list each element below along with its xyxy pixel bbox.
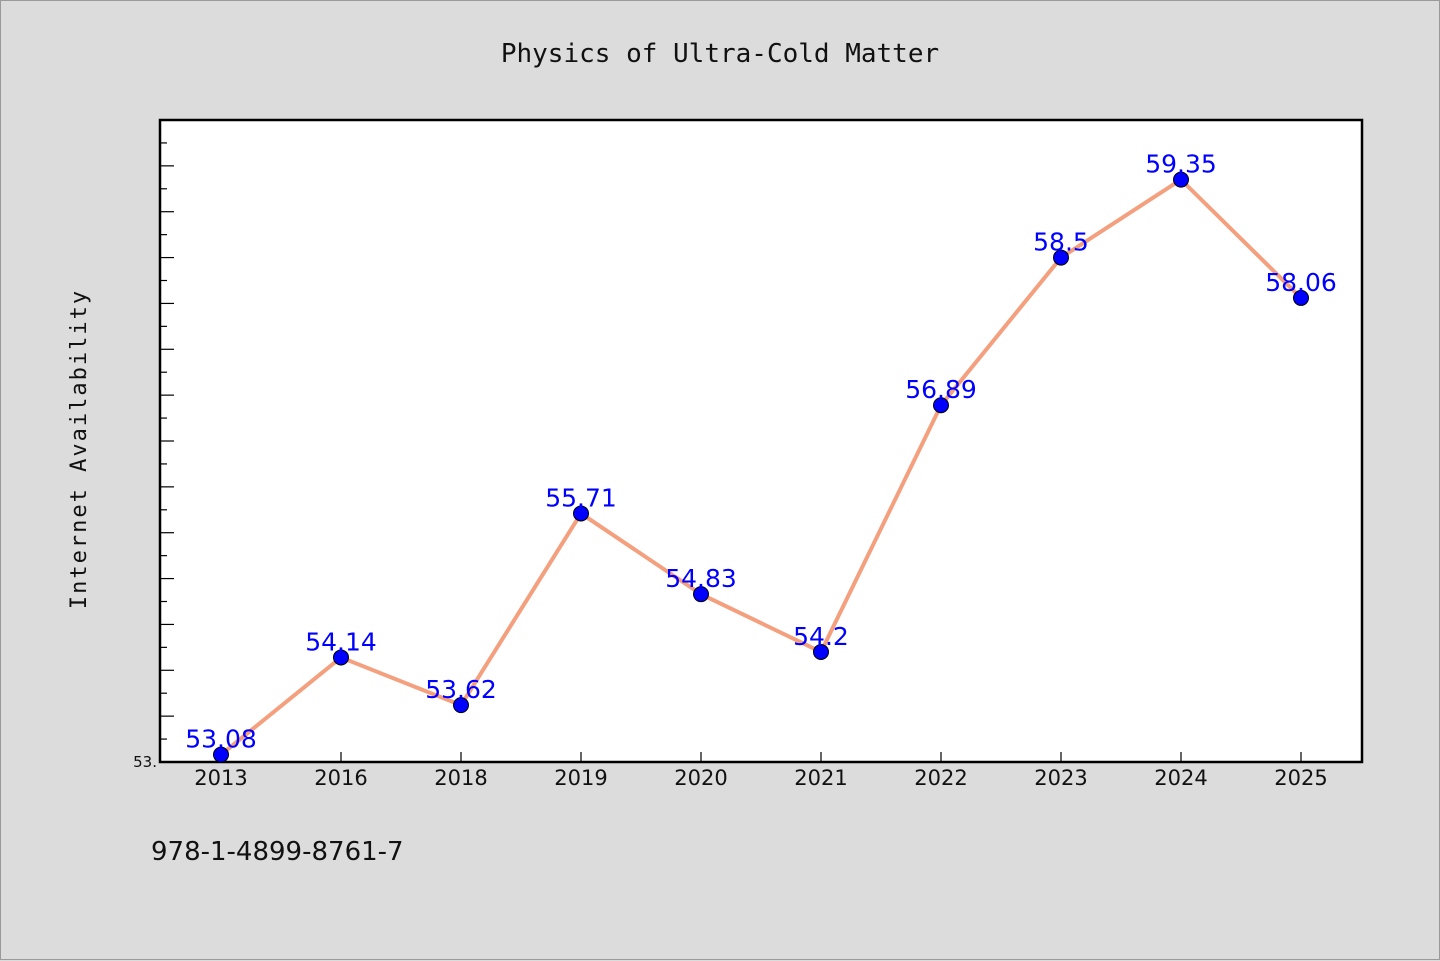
x-tick-label: 2013: [194, 766, 247, 790]
x-tick-label: 2016: [314, 766, 367, 790]
y-axis-ticks: [160, 119, 174, 763]
data-label: 59.35: [1145, 150, 1217, 179]
x-tick-label: 2021: [794, 766, 847, 790]
data-point: [453, 697, 469, 714]
data-label: 56.89: [905, 375, 977, 404]
plot-area: [158, 118, 1364, 764]
x-tick-label: 2024: [1154, 766, 1207, 790]
series-line: [219, 177, 1303, 757]
x-tick-label: 2022: [914, 766, 967, 790]
x-tick-label: 2025: [1274, 766, 1327, 790]
data-point: [693, 586, 709, 603]
isbn-text: 978-1-4899-8761-7: [151, 837, 404, 867]
x-axis-labels: 2013 2016 2018 2019 2020 2021 2022 2023 2024 2025: [194, 766, 1327, 790]
data-point: [573, 505, 589, 522]
data-label: 58.5: [1033, 228, 1089, 257]
data-markers: [213, 171, 1309, 763]
chart-title: Physics of Ultra-Cold Matter: [501, 39, 939, 69]
data-point: [1293, 289, 1309, 306]
y-axis-label: Internet Availability: [67, 289, 92, 609]
data-label: 53.08: [185, 725, 257, 754]
x-tick-label: 2023: [1034, 766, 1087, 790]
data-point: [1173, 171, 1189, 188]
y-tick-label: 53.: [133, 753, 157, 771]
x-tick-label: 2019: [554, 766, 607, 790]
x-tick-label: 2020: [674, 766, 727, 790]
data-label: 54.14: [305, 627, 377, 656]
data-label: 53.62: [425, 675, 497, 704]
x-tick-label: 2018: [434, 766, 487, 790]
data-label: 54.83: [665, 564, 737, 593]
data-labels: 53.08 54.14 53.62 55.71 54.83 54.2 56.89 58.5 59…: [185, 150, 1337, 754]
data-label: 58.06: [1265, 268, 1337, 297]
data-label: 54.2: [793, 622, 849, 651]
data-label: 55.71: [545, 483, 617, 512]
data-point: [933, 397, 949, 414]
data-point: [813, 643, 829, 660]
data-point: [1053, 249, 1069, 266]
data-point: [213, 746, 229, 763]
data-point: [333, 649, 349, 666]
